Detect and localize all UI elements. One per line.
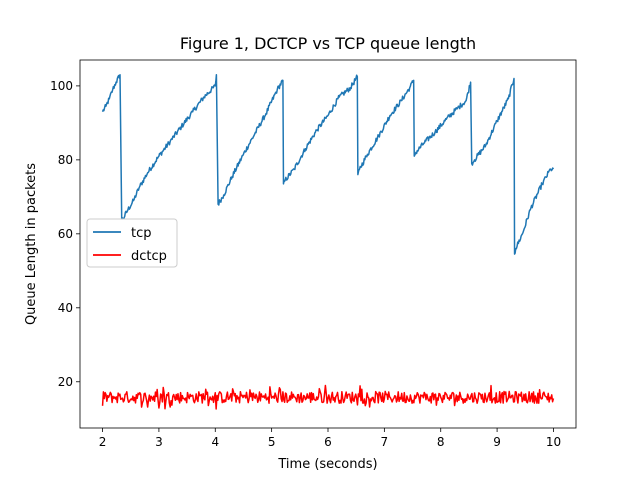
x-tick-label: 6 bbox=[324, 435, 332, 449]
x-axis-label: Time (seconds) bbox=[277, 457, 377, 472]
series-line-dctcp bbox=[101, 384, 555, 410]
legend-label-dctcp: dctcp bbox=[131, 249, 167, 264]
x-tick-label: 2 bbox=[99, 435, 107, 449]
chart-title: Figure 1, DCTCP vs TCP queue length bbox=[180, 34, 476, 53]
y-tick-label: 80 bbox=[58, 153, 73, 167]
x-tick-label: 9 bbox=[493, 435, 501, 449]
x-tick-label: 4 bbox=[211, 435, 219, 449]
x-tick-label: 5 bbox=[268, 435, 276, 449]
legend: tcp dctcp bbox=[86, 218, 178, 268]
y-tick-label: 20 bbox=[58, 375, 73, 389]
y-axis-label: Queue Length in packets bbox=[24, 163, 39, 325]
x-tick-label: 10 bbox=[546, 435, 561, 449]
plot-area bbox=[101, 74, 555, 410]
y-tick-label: 60 bbox=[58, 227, 73, 241]
x-tick-label: 8 bbox=[437, 435, 445, 449]
legend-label-tcp: tcp bbox=[131, 226, 152, 241]
y-tick-label: 40 bbox=[58, 301, 73, 315]
y-tick-label: 100 bbox=[50, 79, 73, 93]
x-tick-label: 3 bbox=[155, 435, 163, 449]
axes: 2 3 4 5 6 7 8 9 10 20 40 60 80 100 bbox=[50, 59, 577, 449]
series-line-tcp bbox=[101, 74, 555, 255]
x-tick-label: 7 bbox=[381, 435, 389, 449]
